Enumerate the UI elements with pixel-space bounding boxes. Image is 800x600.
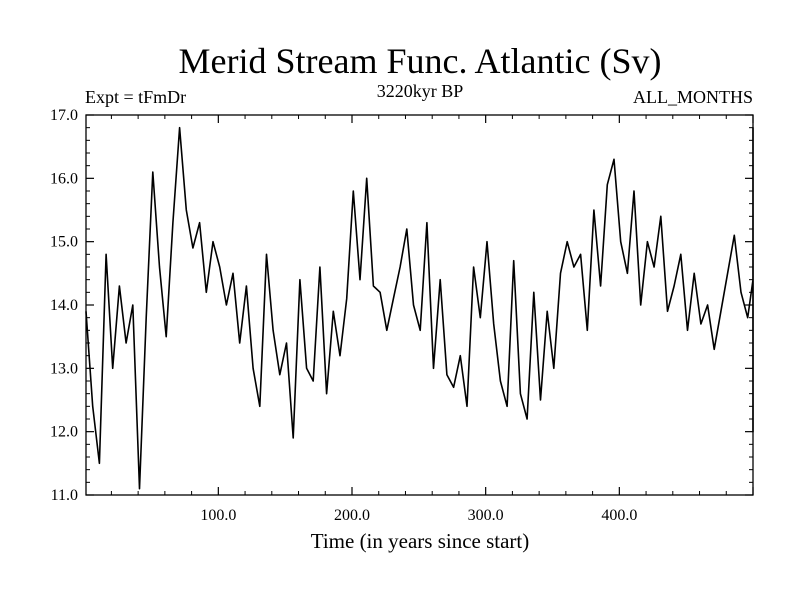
y-tick-label: 15.0	[50, 234, 78, 251]
months-label: ALL_MONTHS	[633, 87, 753, 107]
experiment-label: Expt = tFmDr	[85, 87, 186, 107]
y-tick-label: 12.0	[50, 424, 78, 441]
y-tick-label: 14.0	[50, 297, 78, 314]
chart-subtitle: 3220kyr BP	[377, 81, 464, 101]
y-tick-label: 16.0	[50, 170, 78, 187]
x-tick-label: 300.0	[468, 507, 504, 524]
x-tick-label: 100.0	[200, 507, 236, 524]
y-tick-label: 11.0	[51, 487, 78, 504]
plot-frame	[85, 114, 754, 496]
series-line	[85, 126, 754, 490]
x-tick-label: 200.0	[334, 507, 370, 524]
y-tick-label: 13.0	[50, 360, 78, 377]
chart-title: Merid Stream Func. Atlantic (Sv)	[179, 41, 662, 81]
x-axis-label: Time (in years since start)	[311, 529, 530, 553]
x-tick-label: 400.0	[601, 507, 637, 524]
y-tick-label: 17.0	[50, 107, 78, 124]
x-axis: 100.0 200.0 300.0 400.0	[110, 115, 754, 524]
y-axis: 11.0 12.0 13.0 14.0 15.0 16.0 17.0	[50, 107, 753, 504]
